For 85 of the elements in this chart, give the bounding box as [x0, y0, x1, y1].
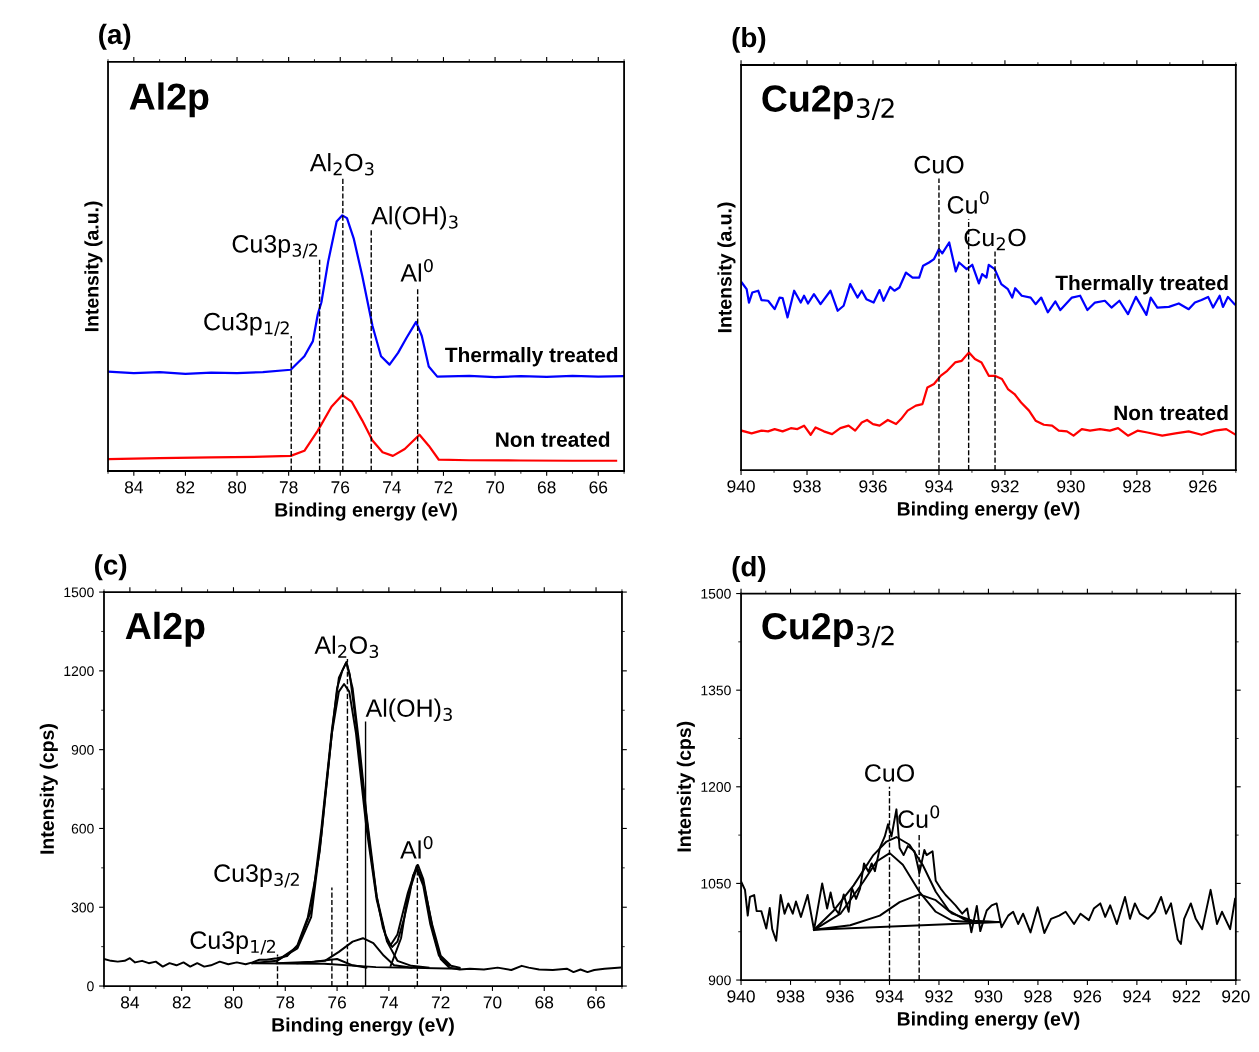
ref-line-label: Cu$^{0}$: [947, 190, 989, 214]
y-tick-label: 1350: [701, 685, 731, 696]
y-tick-label: 1200: [64, 666, 94, 677]
y-tick-label: 1050: [701, 878, 731, 889]
x-tick-label: 72: [431, 996, 450, 1009]
x-tick-label: 78: [279, 481, 298, 494]
ref-line-label: Cu3p$_{1/2}$: [204, 312, 289, 336]
x-tick-label: 934: [875, 990, 904, 1003]
series-label: Non treated: [1114, 404, 1228, 421]
x-tick-label: 920: [1222, 990, 1250, 1003]
ref-line-label: Al$^{0}$: [400, 835, 433, 859]
x-tick-label: 928: [1024, 990, 1052, 1003]
x-tick-label: 80: [228, 481, 247, 494]
x-tick-label: 76: [331, 481, 350, 494]
x-axis-title: Binding energy (eV): [275, 502, 457, 521]
ref-line-label: Cu$_{2}$O: [964, 228, 1026, 251]
x-tick-label: 84: [120, 996, 140, 1009]
y-tick-label: 900: [71, 744, 94, 755]
ref-line-label: Cu3p$_{3/2}$: [214, 864, 299, 888]
x-tick-label: 926: [1189, 480, 1217, 493]
chart-title: Al2p: [129, 82, 209, 118]
ref-line-label: CuO: [865, 764, 914, 782]
x-tick-label: 940: [727, 990, 755, 1003]
text: (b): [732, 26, 766, 53]
x-tick-label: 70: [483, 996, 502, 1009]
x-tick-label: 76: [328, 996, 346, 1009]
x-tick-label: 72: [434, 481, 453, 494]
x-axis-title: Binding energy (eV): [897, 1011, 1080, 1030]
x-tick-label: 930: [974, 990, 1003, 1003]
y-axis-title: Intensity (a.u.): [84, 201, 103, 332]
series-label: Non treated: [496, 431, 610, 447]
text: (d): [732, 556, 766, 582]
ref-line-label: CuO: [914, 155, 964, 174]
y-axis-title: Intensity (cps): [39, 724, 58, 854]
y-axis-title: Intensity (cps): [676, 721, 695, 852]
x-tick-label: 66: [589, 481, 608, 494]
y-tick-label: 600: [71, 823, 94, 834]
x-tick-label: 934: [925, 480, 953, 493]
y-tick-label: 1200: [701, 782, 731, 792]
chart-title: Al2p: [125, 611, 205, 647]
x-tick-label: 66: [587, 996, 605, 1009]
x-tick-label: 78: [276, 996, 295, 1009]
x-tick-label: 922: [1172, 990, 1200, 1003]
x-tick-label: 938: [776, 990, 805, 1003]
ref-line-label: Cu$^{0}$: [898, 805, 940, 829]
x-tick-label: 74: [380, 996, 399, 1009]
x-tick-label: 80: [224, 996, 243, 1009]
x-tick-label: 82: [176, 481, 195, 494]
x-tick-label: 930: [1057, 480, 1085, 493]
chart-title: Cu2p$_{3/2}$: [762, 612, 894, 648]
x-tick-label: 74: [383, 481, 402, 494]
x-tick-label: 936: [859, 480, 887, 493]
x-tick-label: 926: [1073, 990, 1102, 1003]
y-tick-label: 1500: [64, 587, 94, 598]
text: (a): [99, 23, 131, 50]
x-tick-label: 932: [925, 990, 953, 1003]
x-tick-label: 928: [1123, 480, 1151, 493]
y-tick-label: 1500: [701, 588, 731, 599]
x-tick-label: 68: [535, 996, 554, 1009]
y-tick-label: 900: [708, 975, 731, 986]
ref-line-label: Cu3p$_{3/2}$: [232, 235, 318, 259]
x-tick-label: 68: [537, 481, 556, 494]
y-tick-label: 300: [71, 902, 94, 913]
ref-line-label: Al$_{2}$O$_{3}$: [314, 635, 379, 659]
x-tick-label: 82: [172, 996, 191, 1009]
x-tick-label: 932: [991, 480, 1019, 493]
x-tick-label: 70: [486, 481, 505, 494]
ref-line-label: Al(OH)$_{3}$: [371, 206, 458, 230]
series-label: Thermally treated: [1055, 275, 1228, 295]
x-tick-label: 84: [124, 481, 143, 494]
text: (c): [95, 554, 127, 581]
y-axis-title: Intensity (a.u.): [717, 202, 736, 333]
x-tick-label: 938: [793, 480, 821, 493]
x-tick-label: 924: [1123, 990, 1151, 1003]
x-tick-label: 936: [826, 990, 854, 1003]
ref-line-label: Al$^{0}$: [400, 258, 433, 282]
x-tick-label: 940: [727, 480, 755, 493]
x-axis-title: Binding energy (eV): [897, 501, 1080, 520]
ref-line-label: Al$_{2}$O$_{3}$: [309, 153, 374, 176]
ref-line-label: Cu3p$_{1/2}$: [190, 931, 276, 955]
y-tick-label: 0: [87, 981, 94, 992]
x-axis-title: Binding energy (eV): [272, 1017, 454, 1036]
series-label: Thermally treated: [445, 347, 618, 367]
ref-line-label: Al(OH)$_{3}$: [365, 698, 452, 722]
chart-title: Cu2p$_{3/2}$: [762, 85, 894, 121]
